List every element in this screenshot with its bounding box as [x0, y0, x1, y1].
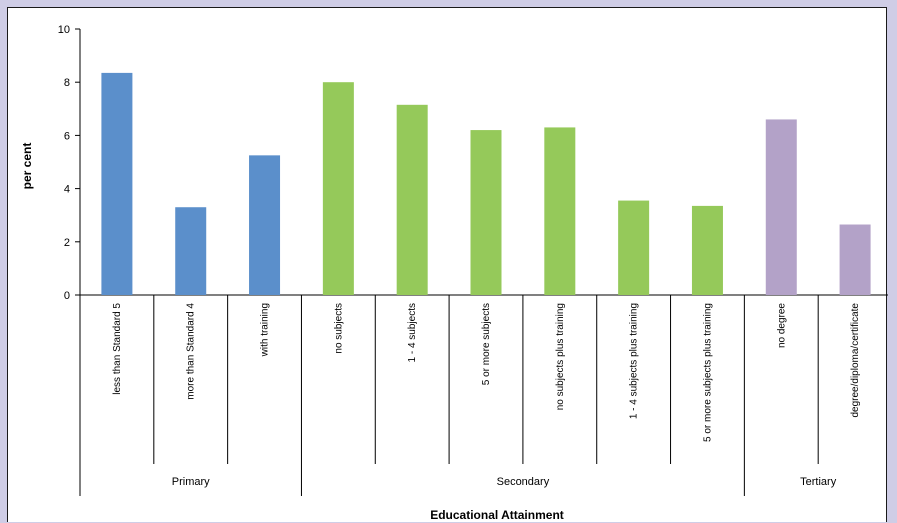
y-tick-label: 2 — [64, 237, 70, 249]
bar — [175, 207, 207, 295]
category-label: with training — [260, 303, 271, 357]
bar — [765, 119, 797, 295]
y-axis-label: per cent — [20, 143, 34, 190]
group-label: Secondary — [497, 476, 550, 488]
y-tick-label: 0 — [64, 290, 70, 302]
category-labels: less than Standard 5 more than Standard 4… — [112, 303, 861, 442]
category-label: 5 or more subjects — [481, 303, 492, 385]
y-tick-label: 6 — [64, 130, 70, 142]
x-axis-label: Educational Attainment — [430, 508, 564, 522]
group-labels: Primary Secondary Tertiary — [172, 476, 837, 488]
category-label: no degree — [776, 303, 787, 348]
y-tick-label: 4 — [64, 184, 70, 196]
y-tick-label: 8 — [64, 77, 70, 89]
bar — [101, 72, 133, 295]
category-label: no subjects plus training — [555, 303, 566, 410]
category-label: no subjects — [333, 303, 344, 354]
chart-bars — [101, 72, 871, 295]
bar — [470, 130, 502, 295]
bar — [249, 155, 281, 295]
category-label: more than Standard 4 — [186, 303, 197, 400]
category-label: degree/diploma/certificate — [850, 303, 861, 418]
chart-panel: 0 2 4 6 8 10 less than Standard 5 more than St… — [7, 7, 888, 522]
y-tick-label: 10 — [58, 24, 70, 36]
category-label: less than Standard 5 — [112, 303, 123, 395]
bar — [691, 205, 723, 295]
bar — [618, 200, 650, 295]
category-label: 5 or more subjects plus training — [702, 303, 713, 442]
chart-axes: 0 2 4 6 8 10 — [58, 24, 888, 496]
group-label: Primary — [172, 476, 210, 488]
bar — [396, 104, 428, 295]
bar — [544, 127, 576, 295]
category-label: 1 - 4 subjects — [407, 303, 418, 362]
category-label: 1 - 4 subjects plus training — [629, 303, 640, 419]
group-label: Tertiary — [800, 476, 837, 488]
bar — [322, 82, 354, 295]
bar-chart: 0 2 4 6 8 10 less than Standard 5 more than St… — [20, 24, 888, 522]
bar — [839, 224, 871, 295]
